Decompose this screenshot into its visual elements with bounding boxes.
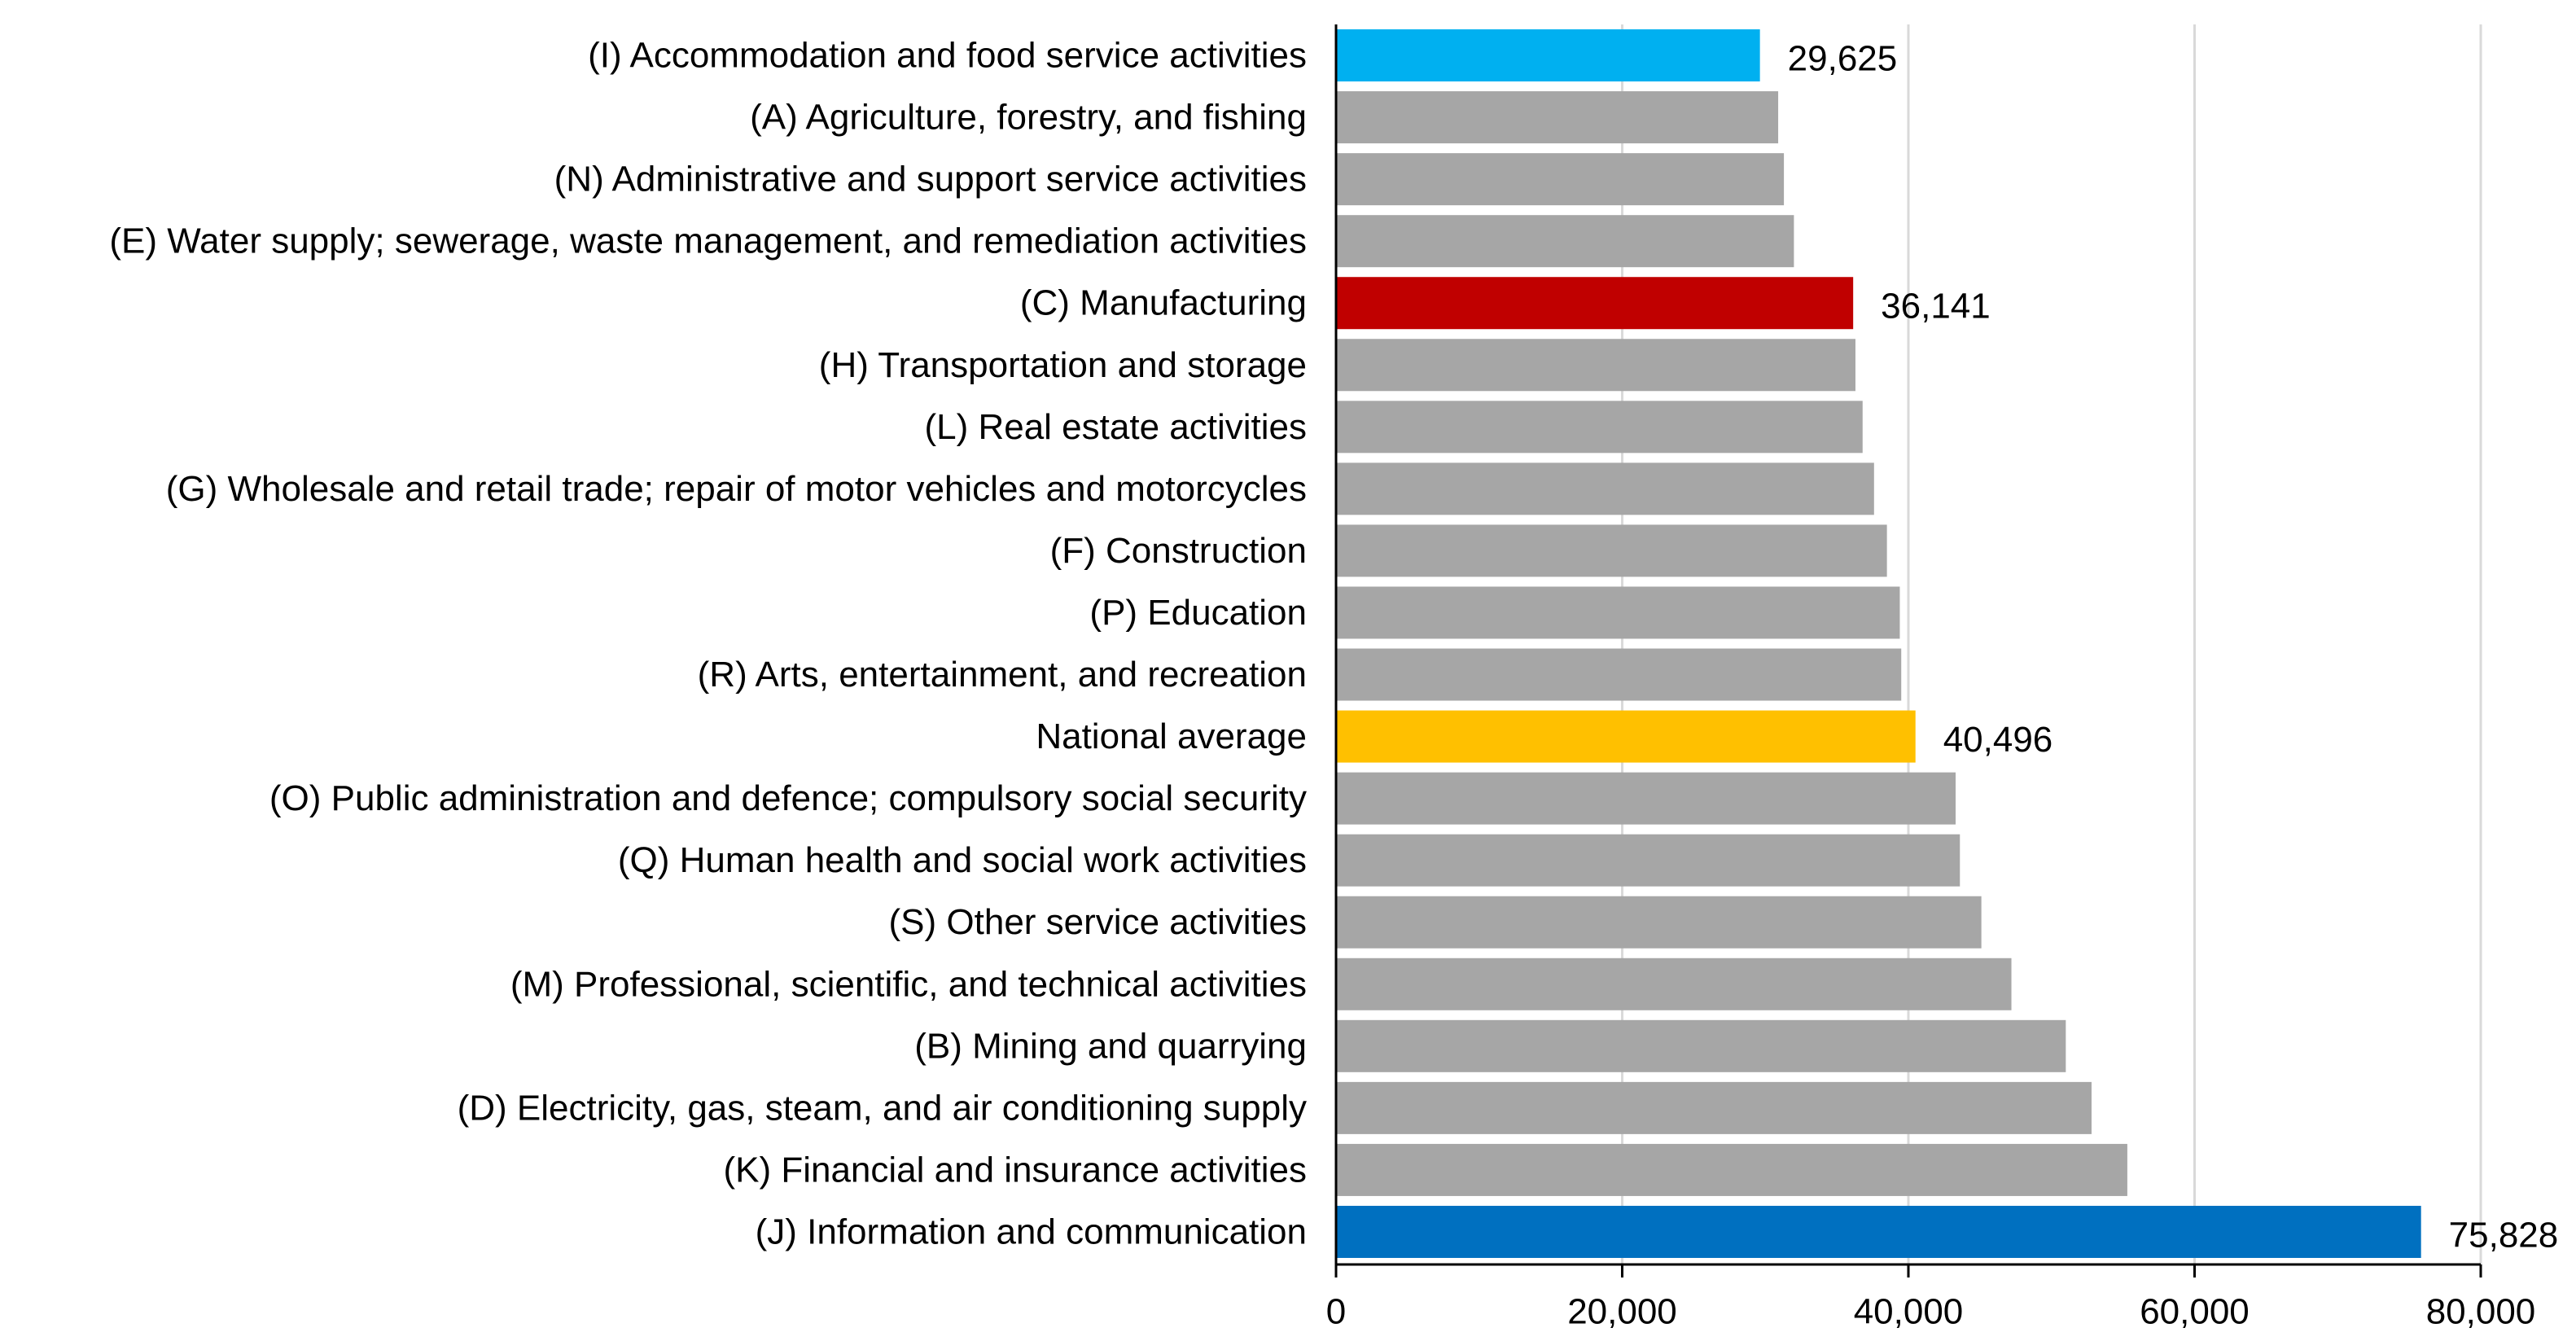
- data-label-19: 75,828: [2449, 1215, 2559, 1255]
- bar-15: [1336, 958, 2012, 1010]
- bar-0: [1336, 29, 1760, 82]
- bar-5: [1336, 339, 1855, 392]
- category-label-3: (E) Water supply; sewerage, waste manage…: [109, 221, 1307, 261]
- x-tick-label-0: 0: [1326, 1292, 1346, 1332]
- bar-8: [1336, 524, 1887, 577]
- x-tick-label-4: 80,000: [2426, 1292, 2536, 1332]
- bar-6: [1336, 401, 1863, 454]
- category-label-2: (N) Administrative and support service a…: [554, 160, 1307, 199]
- bar-18: [1336, 1143, 2127, 1196]
- bar-7: [1336, 462, 1874, 515]
- category-label-13: (Q) Human health and social work activit…: [618, 840, 1307, 880]
- category-label-17: (D) Electricity, gas, steam, and air con…: [458, 1088, 1307, 1128]
- x-tick-label-2: 40,000: [1854, 1292, 1964, 1332]
- category-label-9: (P) Education: [1089, 593, 1307, 633]
- category-label-15: (M) Professional, scientific, and techni…: [510, 964, 1307, 1004]
- bars: [1336, 29, 2421, 1258]
- bar-9: [1336, 586, 1900, 639]
- category-label-14: (S) Other service activities: [889, 902, 1307, 942]
- category-label-5: (H) Transportation and storage: [819, 345, 1307, 385]
- category-label-18: (K) Financial and insurance activities: [723, 1150, 1307, 1190]
- bar-17: [1336, 1081, 2092, 1134]
- category-label-11: National average: [1036, 717, 1307, 756]
- bar-3: [1336, 215, 1794, 268]
- category-label-16: (B) Mining and quarrying: [914, 1026, 1307, 1066]
- category-label-0: (I) Accommodation and food service activ…: [588, 36, 1307, 76]
- data-label-0: 29,625: [1788, 39, 1898, 79]
- bar-11: [1336, 710, 1916, 763]
- data-labels: 29,625 36,141 40,496 75,828: [1788, 39, 2559, 1256]
- bar-13: [1336, 834, 1960, 887]
- bar-10: [1336, 648, 1902, 701]
- bar-14: [1336, 896, 1982, 949]
- category-labels: (I) Accommodation and food service activ…: [109, 36, 1307, 1252]
- category-label-19: (J) Information and communication: [756, 1212, 1307, 1251]
- bar-4: [1336, 277, 1854, 330]
- bar-16: [1336, 1019, 2066, 1072]
- bar-2: [1336, 153, 1785, 206]
- x-tick-label-3: 60,000: [2140, 1292, 2250, 1332]
- category-label-12: (O) Public administration and defence; c…: [269, 778, 1307, 818]
- category-label-1: (A) Agriculture, forestry, and fishing: [750, 98, 1307, 138]
- category-label-10: (R) Arts, entertainment, and recreation: [698, 655, 1307, 695]
- data-label-4: 36,141: [1881, 287, 1991, 326]
- category-label-6: (L) Real estate activities: [924, 407, 1307, 447]
- bar-1: [1336, 91, 1779, 144]
- gridlines: [1621, 24, 2482, 1264]
- category-label-8: (F) Construction: [1050, 531, 1307, 571]
- data-label-11: 40,496: [1943, 720, 2053, 760]
- category-label-7: (G) Wholesale and retail trade; repair o…: [166, 469, 1307, 509]
- bar-12: [1336, 772, 1956, 825]
- x-axis: 0 20,000 40,000 60,000 80,000: [1326, 24, 2536, 1332]
- category-label-4: (C) Manufacturing: [1020, 283, 1307, 323]
- x-tick-label-1: 20,000: [1567, 1292, 1677, 1332]
- bar-19: [1336, 1205, 2421, 1258]
